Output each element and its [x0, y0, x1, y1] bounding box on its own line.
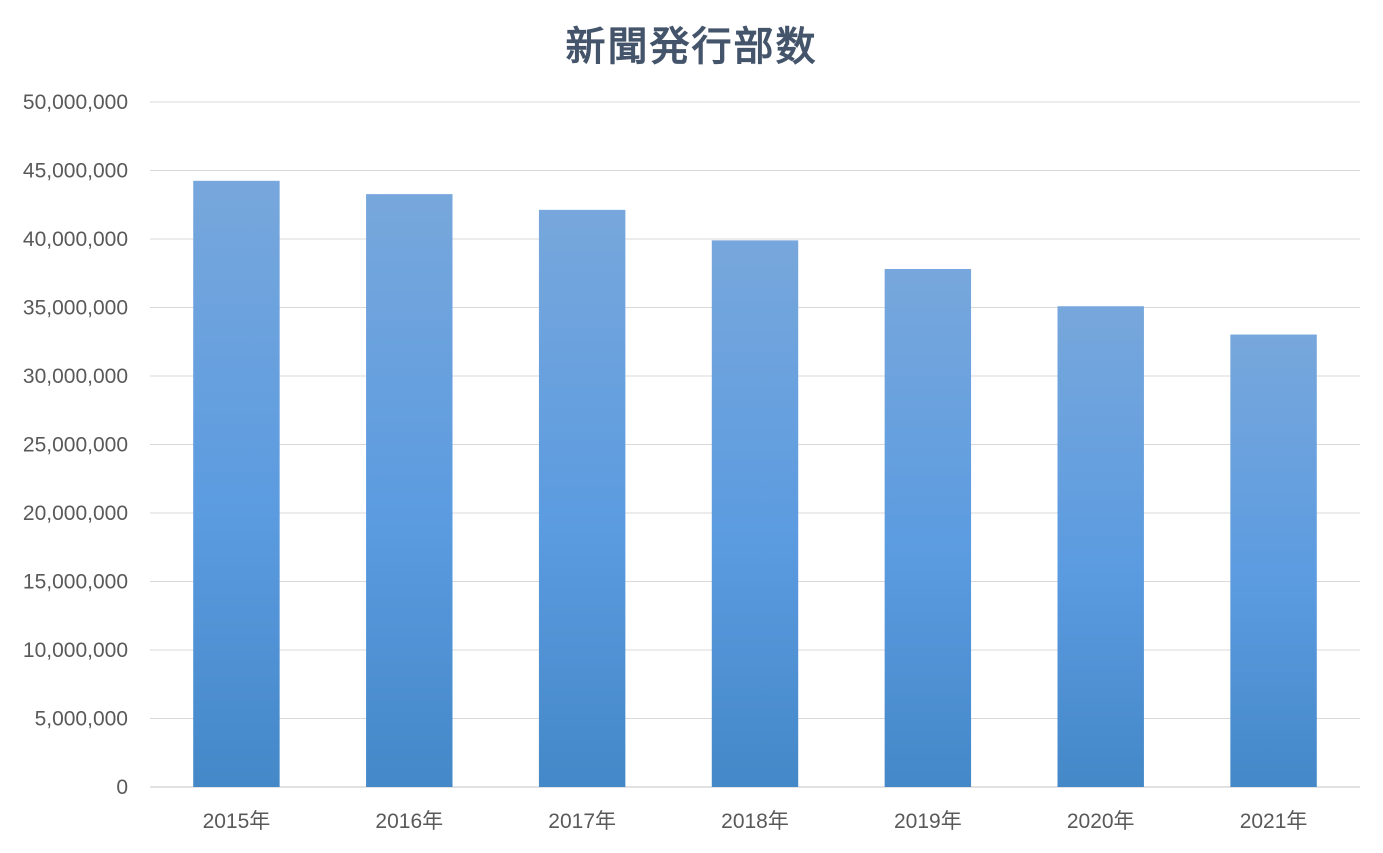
- x-tick-label: 2016年: [375, 810, 443, 833]
- y-tick-label: 40,000,000: [23, 228, 128, 251]
- bar: [1230, 334, 1317, 787]
- y-tick-label: 20,000,000: [23, 502, 128, 525]
- x-tick-label: 2020年: [1067, 810, 1135, 833]
- y-tick-label: 15,000,000: [23, 571, 128, 594]
- y-tick-label: 25,000,000: [23, 434, 128, 457]
- y-tick-label: 50,000,000: [23, 91, 128, 114]
- y-axis-tick-labels: 0 5,000,000 10,000,000 15,000,000 20,000,000…: [23, 91, 128, 799]
- y-tick-label: 10,000,000: [23, 639, 128, 662]
- x-tick-label: 2019年: [894, 810, 962, 833]
- x-tick-label: 2018年: [721, 810, 789, 833]
- y-tick-label: 0: [116, 776, 128, 799]
- x-tick-label: 2017年: [548, 810, 616, 833]
- bar: [711, 240, 799, 788]
- y-tick-label: 45,000,000: [23, 160, 128, 183]
- bar: [884, 268, 972, 788]
- x-tick-label: 2015年: [203, 810, 271, 833]
- x-axis-tick-labels: 2015年 2016年 2017年 2018年 2019年 2020年 2021年: [203, 810, 1308, 833]
- bars: [193, 180, 1317, 788]
- y-tick-label: 30,000,000: [23, 365, 128, 388]
- x-tick-label: 2021年: [1240, 810, 1308, 833]
- bar: [366, 194, 453, 788]
- bar: [1057, 306, 1144, 787]
- y-tick-label: 35,000,000: [23, 297, 128, 320]
- bar: [538, 209, 626, 787]
- bar: [193, 180, 280, 787]
- chart-title: 新聞発行部数: [565, 24, 818, 70]
- y-tick-label: 5,000,000: [35, 708, 128, 731]
